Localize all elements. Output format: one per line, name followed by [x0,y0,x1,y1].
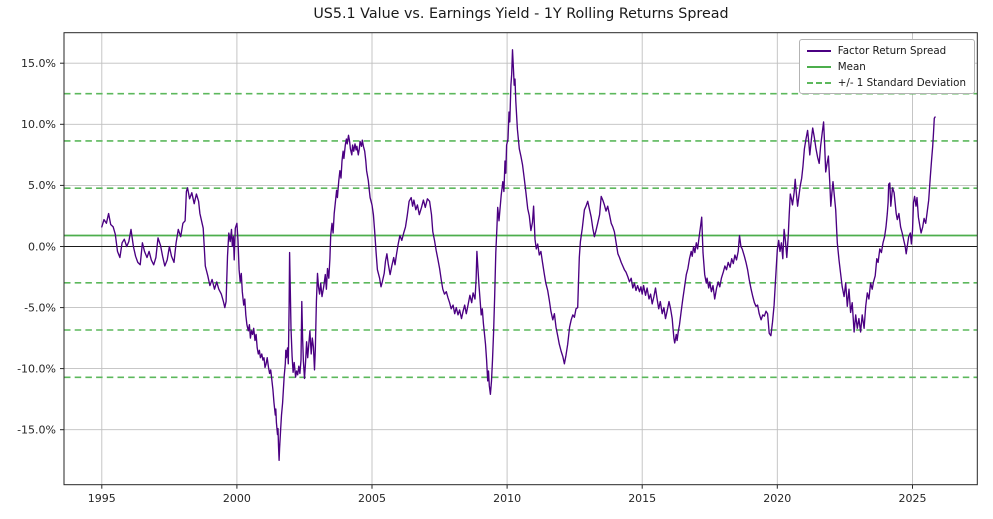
y-tick-label: 0.0% [28,240,56,253]
x-axis-ticks [101,484,913,489]
x-tick-label: 2025 [899,492,927,505]
x-tick-label: 2010 [493,492,521,505]
y-tick-label: -5.0% [24,301,56,314]
x-tick-label: 1995 [88,492,116,505]
y-axis-ticks [60,62,64,431]
y-tick-label: 15.0% [21,57,56,70]
legend-item-factor-return-spread: Factor Return Spread [806,44,966,57]
chart-title: US5.1 Value vs. Earnings Yield - 1Y Roll… [313,6,729,22]
series-line-icon [806,49,831,52]
series-factor-return-spread [101,49,936,461]
legend-label: +/- 1 Standard Deviation [837,76,966,89]
x-tick-label: 2020 [763,492,791,505]
y-tick-label: -10.0% [17,362,56,375]
legend-item-mean: Mean [806,60,966,73]
y-tick-label: 5.0% [28,179,56,192]
legend-item-std-deviation: +/- 1 Standard Deviation [806,76,966,89]
y-tick-label: -15.0% [17,424,56,437]
legend: Factor Return Spread Mean +/- 1 Standard… [798,39,975,94]
mean-line-icon [806,65,831,68]
legend-label: Factor Return Spread [837,44,947,57]
x-tick-label: 2015 [628,492,656,505]
y-tick-label: 10.0% [21,118,56,131]
legend-label: Mean [837,60,866,73]
y-axis-tick-labels: 15.0% 10.0% 5.0% 0.0% -5.0% -10.0% -15.0% [17,57,56,437]
x-tick-label: 2005 [358,492,386,505]
x-tick-label: 2000 [223,492,251,505]
dashed-line-icon [806,81,831,84]
x-axis-tick-labels: 1995 2000 2005 2010 2015 2020 2025 [88,492,927,505]
x-gridlines [101,32,913,485]
plot-border [63,32,978,486]
